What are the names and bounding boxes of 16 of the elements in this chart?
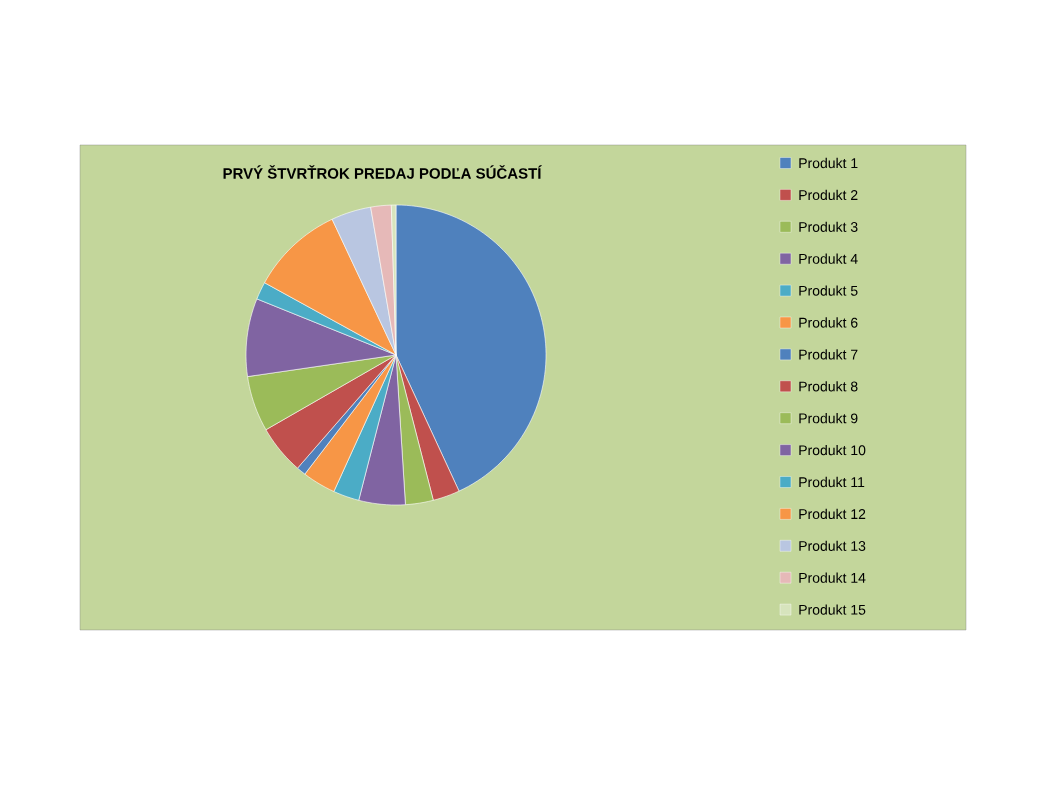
legend-label: Produkt 9 — [799, 413, 858, 424]
legend-label: Produkt 10 — [799, 444, 866, 456]
legend-label: Produkt 8 — [799, 381, 858, 392]
legend-label: Produkt 13 — [799, 540, 866, 551]
chart-title: PRVÝ ŠTVRŤROK PREDAJ PODĽA SÚČASTÍ — [223, 165, 542, 179]
legend-label: Produkt 5 — [799, 285, 858, 296]
legend-label: Produkt 12 — [799, 508, 866, 520]
legend-label: Produkt 1 — [799, 157, 858, 169]
legend-label: Produkt 15 — [799, 604, 866, 615]
legend-label: Produkt 2 — [799, 189, 858, 201]
legend-label: Produkt 4 — [799, 253, 858, 264]
legend-label: Produkt 3 — [799, 221, 858, 232]
legend-label: Produkt 14 — [799, 572, 866, 583]
legend-label: Produkt 11 — [799, 476, 865, 488]
legend-label: Produkt 7 — [799, 349, 858, 360]
legend-label: Produkt 6 — [799, 317, 858, 328]
